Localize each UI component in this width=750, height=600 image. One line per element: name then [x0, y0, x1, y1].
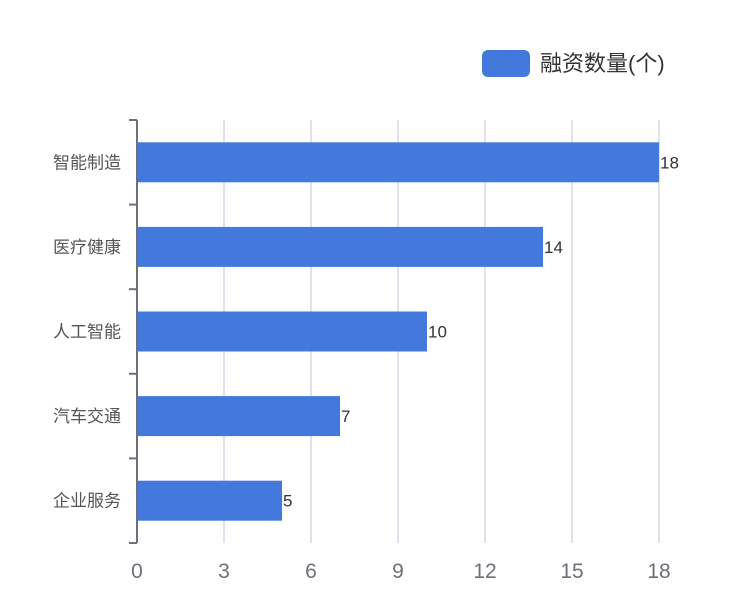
labels: 0 3 6 9 12 15 18 18 智能制造 14 医疗健康 10 人工智能 7 汽车交通 5 企业服务 [53, 153, 679, 583]
x-tick-label: 0 [131, 560, 143, 583]
bar [137, 142, 659, 183]
legend[interactable]: 融资数量(个) [482, 50, 665, 77]
y-category-label: 医疗健康 [53, 238, 121, 257]
bar [137, 396, 340, 437]
x-tick-label: 6 [305, 560, 317, 583]
bar [137, 226, 543, 267]
y-axis [129, 119, 138, 544]
x-tick-label: 18 [647, 560, 670, 583]
x-tick-label: 3 [218, 560, 230, 583]
x-tick-label: 15 [560, 560, 583, 583]
data-label: 5 [283, 492, 292, 511]
data-label: 18 [660, 153, 679, 172]
data-label: 7 [341, 407, 350, 426]
y-category-label: 汽车交通 [53, 407, 121, 426]
y-category-label: 智能制造 [53, 153, 121, 172]
data-label: 14 [544, 238, 563, 257]
legend-swatch [482, 50, 530, 77]
y-category-label: 人工智能 [53, 323, 121, 342]
data-label: 10 [428, 323, 447, 342]
x-tick-label: 12 [473, 560, 496, 583]
bars [137, 142, 659, 521]
bar [137, 480, 282, 521]
legend-label: 融资数量(个) [540, 51, 665, 76]
x-tick-label: 9 [392, 560, 404, 583]
y-category-label: 企业服务 [53, 492, 121, 511]
bar [137, 311, 427, 352]
